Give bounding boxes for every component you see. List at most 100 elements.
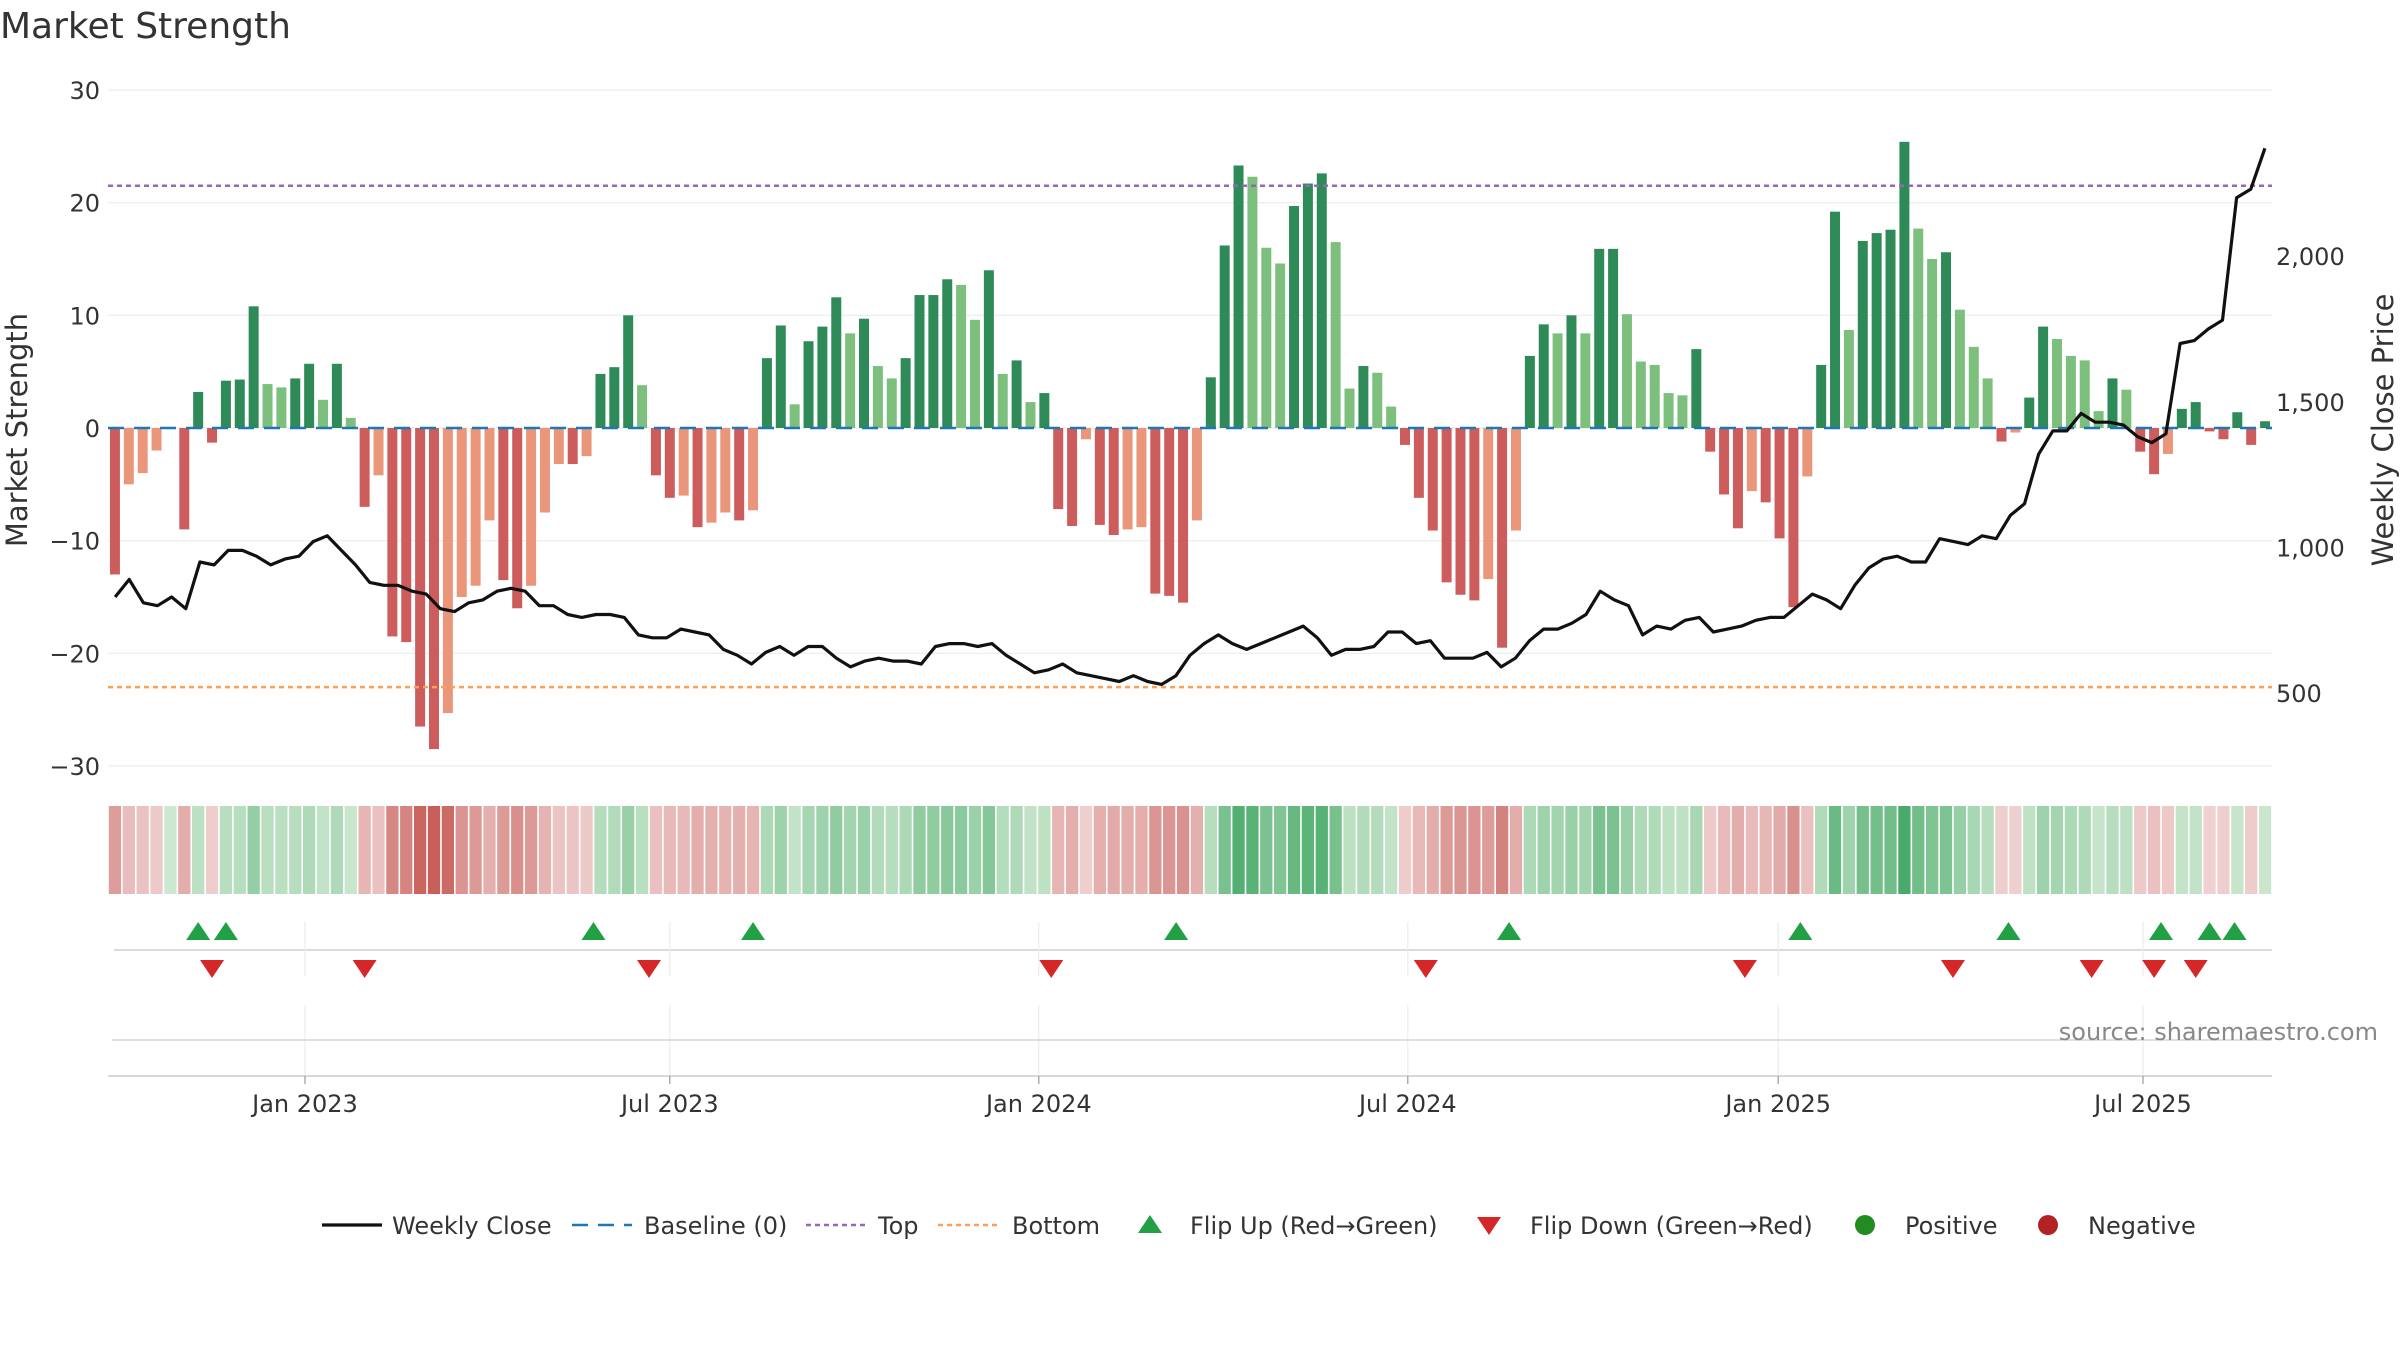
- strength-bar: [1621, 314, 1632, 428]
- heat-cell: [1329, 806, 1342, 894]
- strength-bar: [1982, 378, 1993, 428]
- heat-cell: [1121, 806, 1134, 894]
- flip-up-marker: [2149, 922, 2174, 940]
- x-tick-label: Jul 2024: [1357, 1090, 1457, 1118]
- heat-cell: [1038, 806, 1051, 894]
- heat-cell: [1717, 806, 1731, 894]
- strength-bar: [137, 428, 148, 474]
- legend-item-flip_down: Flip Down (Green→Red): [1477, 1212, 1813, 1240]
- strength-heat-strip: [108, 806, 2272, 894]
- strength-bar: [1011, 360, 1022, 428]
- strength-bar: [1205, 377, 1216, 428]
- heat-cell: [2036, 806, 2050, 894]
- strength-bar: [1816, 364, 1827, 428]
- strength-bar: [2232, 412, 2243, 428]
- strength-bar: [179, 428, 190, 530]
- strength-bar: [1191, 428, 1202, 521]
- heat-cell: [2189, 806, 2202, 894]
- strength-bar: [1552, 333, 1563, 428]
- strength-bar: [498, 428, 509, 581]
- lower-panel: [108, 1005, 2272, 1077]
- strength-bar: [1830, 211, 1841, 428]
- heat-cell: [122, 806, 135, 894]
- strength-bar: [1871, 233, 1882, 428]
- heat-cell: [1079, 806, 1093, 894]
- strength-bar: [151, 428, 162, 451]
- heat-cell: [1704, 806, 1717, 894]
- strength-bar: [1455, 428, 1466, 595]
- strength-bar: [1566, 315, 1577, 428]
- strength-bar: [637, 385, 648, 428]
- heat-cell: [1107, 806, 1120, 894]
- strength-bar: [664, 428, 675, 498]
- heat-cell: [1898, 806, 1911, 894]
- flip-up-marker: [581, 922, 606, 940]
- strength-bar: [2218, 428, 2229, 440]
- heat-cell: [1454, 806, 1467, 894]
- heat-cell: [844, 806, 857, 894]
- heat-cell: [1787, 806, 1800, 894]
- strength-bar: [539, 428, 550, 513]
- y2-axis-title: Weekly Close Price: [2366, 294, 2400, 567]
- strength-bar: [2038, 326, 2049, 428]
- heat-cell: [1842, 806, 1856, 894]
- strength-bar: [428, 428, 439, 750]
- x-axis: Jan 2023 Jul 2023 Jan 2024 Jul 2024 Jan 2025…: [250, 1076, 2192, 1118]
- strength-bar: [1386, 406, 1397, 428]
- strength-bar: [304, 363, 315, 428]
- heat-cell: [2231, 806, 2244, 894]
- strength-bar: [803, 341, 814, 428]
- heat-cell: [483, 806, 496, 894]
- strength-bar: [2204, 428, 2215, 432]
- flip-up-marker: [213, 922, 238, 940]
- heat-cell: [1731, 806, 1745, 894]
- heat-cell: [1385, 806, 1398, 894]
- flip-markers-panel: [114, 922, 2272, 978]
- strength-bar: [1580, 333, 1591, 428]
- strength-bar: [1219, 245, 1230, 428]
- heat-cell: [386, 806, 399, 894]
- heat-cell: [1967, 806, 1980, 894]
- strength-bar: [1275, 263, 1286, 428]
- strength-bar: [1954, 309, 1965, 428]
- heat-cell: [677, 806, 690, 894]
- heat-cell: [1579, 806, 1592, 894]
- strength-bar: [2260, 421, 2271, 428]
- flip-up-marker: [1788, 922, 1813, 940]
- heat-cell: [1801, 806, 1814, 894]
- strength-bar: [415, 428, 426, 727]
- heat-cell: [1759, 806, 1772, 894]
- heat-cell: [885, 806, 898, 894]
- heat-cell: [344, 806, 357, 894]
- strength-bar: [359, 428, 370, 507]
- flip-down-marker: [1039, 960, 1064, 978]
- strength-bar: [1039, 393, 1050, 428]
- strength-bar: [526, 428, 537, 586]
- strength-bar: [2065, 355, 2076, 428]
- strength-bar: [553, 428, 564, 465]
- heat-cell: [1482, 806, 1495, 894]
- flip-down-marker: [2183, 960, 2208, 978]
- strength-bar: [997, 373, 1008, 428]
- heat-cell: [1953, 806, 1967, 894]
- heat-cell: [2245, 806, 2258, 894]
- strength-bar: [1732, 428, 1743, 529]
- strength-bar: [1691, 349, 1702, 428]
- strength-bar: [609, 367, 620, 428]
- heat-cell: [816, 806, 829, 894]
- legend-item-positive: Positive: [1855, 1212, 1998, 1240]
- strength-bar: [581, 428, 592, 457]
- heat-cell: [358, 806, 371, 894]
- heat-cell: [1620, 806, 1634, 894]
- heat-cell: [1912, 806, 1925, 894]
- heat-cell: [2203, 806, 2216, 894]
- heat-cell: [566, 806, 579, 894]
- strength-bar: [276, 387, 287, 428]
- legend-label: Flip Down (Green→Red): [1530, 1212, 1813, 1240]
- chart-title: Market Strength: [0, 6, 291, 47]
- heat-cell: [1052, 806, 1065, 894]
- legend-label: Weekly Close: [392, 1212, 552, 1240]
- strength-bar: [193, 391, 204, 428]
- y-tick-label: −20: [49, 640, 100, 668]
